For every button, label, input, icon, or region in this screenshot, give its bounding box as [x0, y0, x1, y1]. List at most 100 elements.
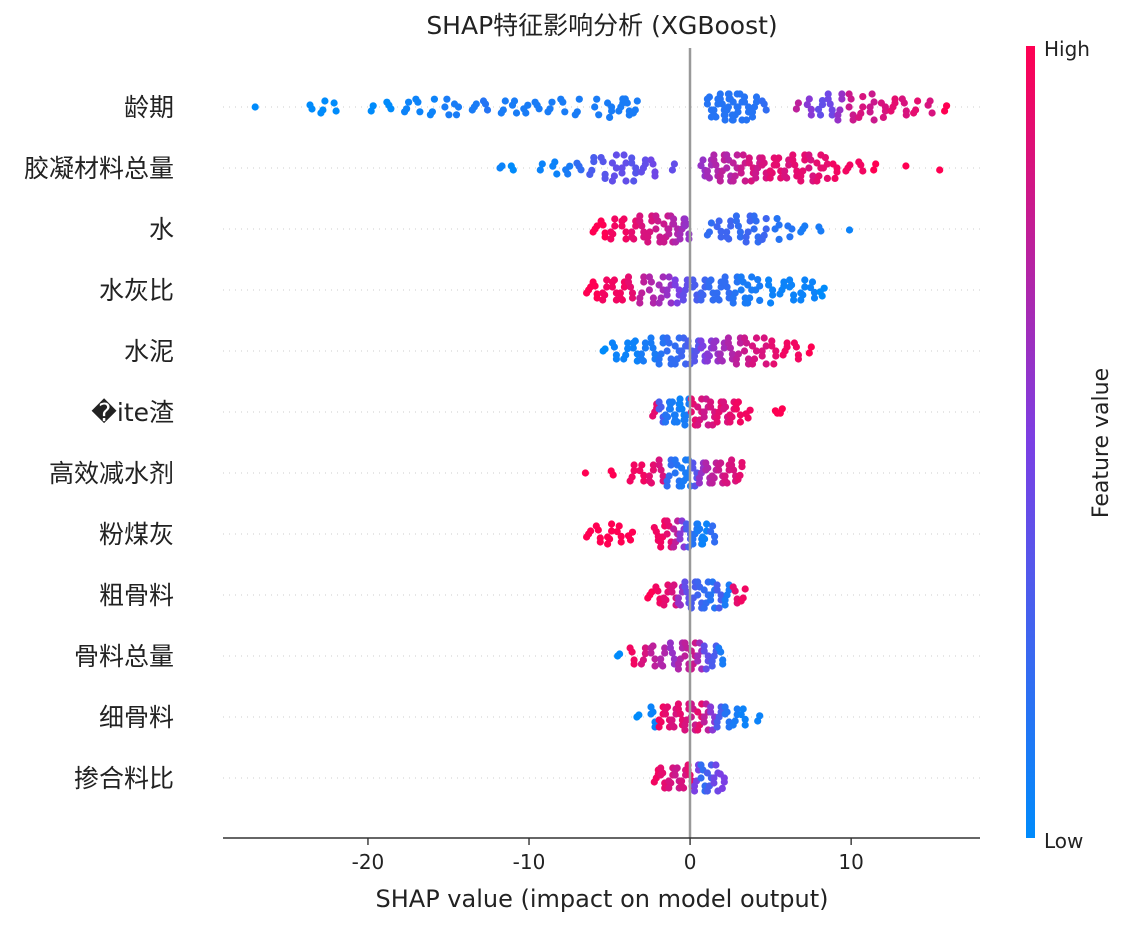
shap-point	[703, 769, 712, 777]
shap-point	[702, 665, 710, 673]
shap-point	[710, 774, 718, 782]
shap-point	[667, 355, 675, 363]
shap-point	[943, 102, 951, 110]
shap-point	[707, 703, 715, 711]
shap-point	[655, 456, 663, 464]
shap-point	[744, 281, 752, 289]
shap-point	[536, 166, 544, 174]
shap-point	[607, 228, 615, 236]
shap-point	[716, 177, 724, 185]
shap-point	[910, 109, 918, 117]
shap-point	[674, 665, 683, 673]
shap-point	[773, 156, 781, 164]
shap-point	[739, 705, 747, 713]
shap-point	[587, 527, 595, 535]
shap-point	[719, 660, 727, 668]
shap-point	[752, 174, 760, 182]
shap-point	[859, 93, 867, 101]
shap-point	[727, 217, 735, 225]
shap-point	[797, 289, 805, 297]
shap-point	[678, 482, 686, 490]
shap-point	[793, 167, 801, 175]
shap-point	[732, 405, 741, 413]
shap-point	[805, 349, 813, 357]
shap-point	[748, 360, 757, 368]
shap-point	[667, 299, 675, 307]
shap-point	[699, 540, 707, 548]
shap-point	[707, 591, 715, 599]
shap-point	[700, 413, 708, 421]
shap-point	[611, 215, 619, 223]
shap-point	[789, 151, 797, 159]
shap-point	[624, 273, 633, 281]
shap-point	[772, 347, 780, 355]
shap-point	[849, 111, 857, 119]
shap-point	[690, 357, 699, 365]
shap-point	[645, 273, 654, 281]
shap-point	[748, 273, 756, 281]
shap-point	[468, 106, 476, 114]
shap-point	[724, 334, 733, 342]
shap-point	[607, 235, 615, 243]
shap-point	[573, 159, 581, 167]
shap-point	[629, 339, 637, 347]
shap-point	[657, 764, 665, 772]
shap-point	[765, 281, 773, 289]
shap-point	[829, 160, 837, 168]
shap-point	[816, 288, 824, 296]
shap-point	[597, 154, 605, 162]
shap-point	[823, 160, 832, 168]
colorbar-gradient	[1026, 46, 1035, 838]
shap-point	[638, 461, 646, 469]
shap-point	[651, 350, 659, 358]
shap-point	[778, 405, 786, 413]
shap-point	[647, 339, 655, 347]
shap-point	[715, 466, 723, 474]
shap-point	[740, 347, 749, 355]
shap-point	[809, 172, 817, 180]
shap-point	[729, 177, 737, 185]
shap-point	[833, 168, 841, 176]
shap-point	[657, 660, 665, 668]
shap-point	[775, 235, 783, 243]
shap-point	[717, 283, 725, 291]
shap-point	[615, 522, 623, 530]
shap-point	[703, 172, 712, 180]
shap-point	[644, 238, 652, 246]
shap-point	[640, 477, 648, 485]
shap-point	[633, 97, 641, 105]
shap-point	[721, 596, 729, 604]
shap-point	[538, 160, 546, 168]
shap-point	[710, 339, 718, 347]
shap-point	[870, 116, 878, 124]
shap-point	[668, 166, 677, 174]
shap-point	[719, 398, 728, 406]
shap-point	[694, 527, 702, 535]
shap-point	[729, 583, 737, 591]
shap-point	[758, 352, 766, 360]
x-tick-label: 0	[684, 850, 697, 874]
shap-point	[721, 116, 729, 124]
shap-point	[728, 461, 736, 469]
shap-point	[660, 601, 668, 609]
x-axis-label: SHAP value (impact on model output)	[376, 885, 829, 913]
shap-point	[750, 212, 758, 220]
shap-point	[734, 475, 742, 483]
shap-point	[870, 98, 878, 106]
shap-point	[674, 705, 683, 713]
shap-point	[671, 771, 679, 779]
shap-point	[713, 581, 721, 589]
shap-point	[703, 95, 712, 103]
shap-point	[807, 111, 815, 119]
shap-point	[618, 222, 626, 230]
shap-point	[713, 723, 721, 731]
shap-point	[748, 108, 757, 116]
feature-label: 细骨料	[99, 703, 174, 732]
shap-point	[636, 294, 644, 302]
shap-point	[805, 164, 813, 172]
shap-point	[624, 339, 632, 347]
shap-point	[640, 273, 648, 281]
shap-point	[744, 355, 753, 363]
shap-point	[736, 411, 745, 419]
